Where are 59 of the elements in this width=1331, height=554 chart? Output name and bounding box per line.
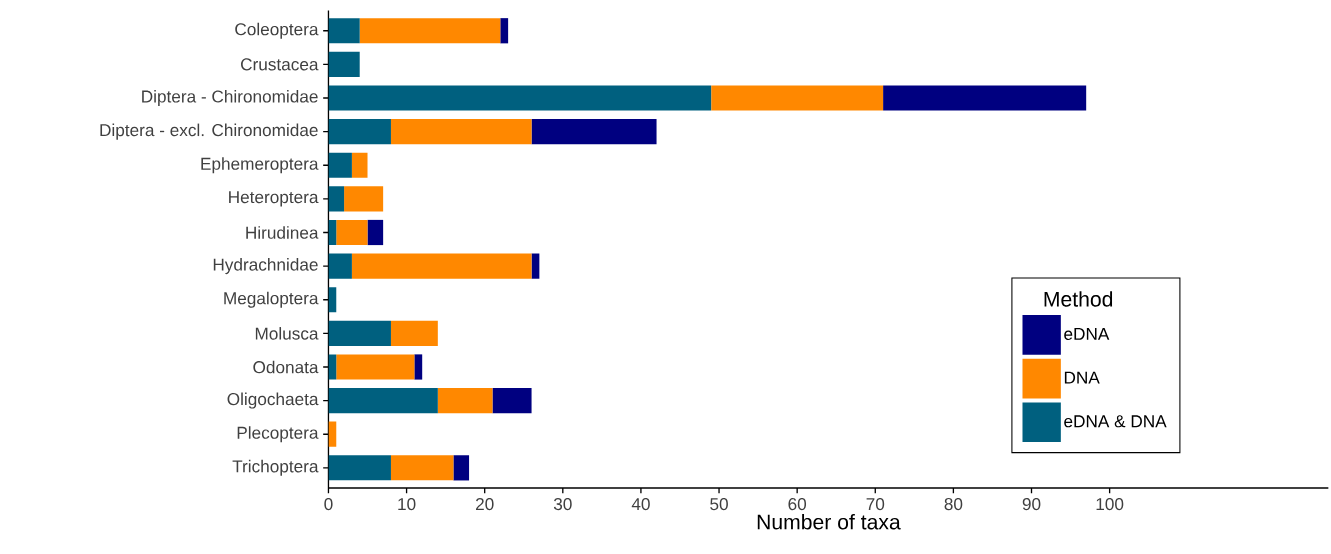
- y-tick-label: Hydrachnidae: [213, 258, 318, 275]
- bar: [336, 219, 368, 246]
- bar: [390, 118, 532, 145]
- bar: [414, 354, 423, 380]
- x-tick-label: 30: [553, 497, 572, 511]
- legend-label: eDNA & DNA: [1064, 415, 1167, 428]
- y-tick-label: Diptera - Chironomidae: [142, 89, 318, 106]
- x-axis-title: Number of taxa: [757, 513, 901, 530]
- y-tick-label: Heteroptera: [229, 191, 319, 207]
- bar: [359, 18, 501, 44]
- y-tick-label: Plecoptera: [237, 426, 319, 443]
- y-tick-label: Diptera - excl. Chironomidae: [100, 123, 318, 140]
- y-tick-label: Trichoptera: [232, 459, 319, 476]
- legend-label: eDNA: [1064, 327, 1110, 340]
- x-tick-label: 90: [1022, 497, 1041, 511]
- y-tick-label: Megaloptera: [224, 291, 319, 308]
- bar: [492, 387, 532, 414]
- x-tick-label: 100: [1096, 497, 1124, 511]
- y-tick-label: Crustacea: [241, 58, 319, 71]
- bar: [531, 118, 657, 145]
- bar: [328, 455, 391, 481]
- bar: [390, 320, 438, 346]
- y-tick-label: Molusca: [255, 326, 319, 340]
- bar: [328, 51, 360, 77]
- bar: [328, 152, 352, 178]
- bar: [328, 320, 391, 346]
- x-tick-label: 10: [398, 497, 416, 511]
- bar: [328, 18, 360, 44]
- bar: [344, 186, 384, 212]
- x-tick-label: 40: [631, 497, 650, 511]
- bar: [367, 219, 384, 246]
- y-tick-label: Coleoptera: [235, 22, 319, 39]
- x-tick-label: 80: [944, 497, 963, 511]
- bar: [500, 18, 509, 44]
- x-tick-label: 20: [476, 497, 494, 511]
- x-tick-label: 70: [866, 497, 885, 511]
- bar: [437, 387, 493, 414]
- bar: [328, 186, 345, 212]
- legend-label: DNA: [1064, 371, 1100, 384]
- bar: [328, 85, 712, 111]
- bar: [453, 455, 470, 481]
- bar: [328, 354, 337, 380]
- bar: [390, 455, 454, 481]
- bar: [351, 253, 532, 279]
- y-tick-label: Odonata: [253, 360, 319, 374]
- bar: [711, 85, 884, 111]
- bar: [328, 253, 352, 279]
- legend-title: Method: [1044, 291, 1113, 307]
- x-tick-label: 60: [788, 497, 807, 511]
- bar: [336, 354, 415, 380]
- y-tick-label: Ephemeroptera: [201, 157, 319, 174]
- x-tick-label: 50: [710, 497, 728, 511]
- bar: [351, 152, 368, 178]
- y-tick-label: Hirudinea: [246, 226, 319, 239]
- x-tick-label: 0: [324, 497, 333, 511]
- bar: [328, 118, 391, 145]
- y-tick-label: Oligochaeta: [227, 392, 319, 409]
- bar: [328, 387, 438, 414]
- bar: [883, 85, 1087, 111]
